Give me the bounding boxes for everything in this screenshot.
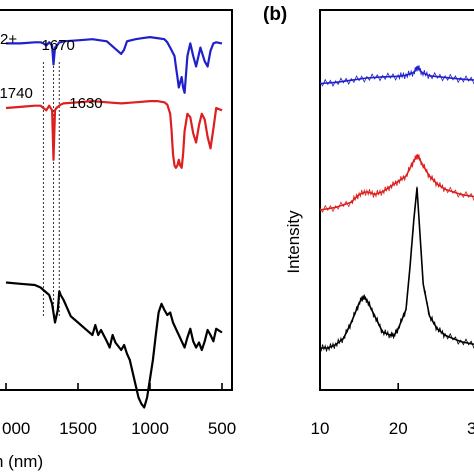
guide-lines [42, 62, 60, 318]
panel-b-y-axis-title: Intensity [284, 210, 303, 274]
panel-b-series-line-2 [319, 154, 474, 211]
panel-b-series-noise-2 [319, 153, 474, 213]
panel-a-ticks: 000 1500 1000 500 [2, 383, 236, 438]
panel-a-x-tick-label: 000 [2, 419, 30, 438]
panel-a-series-line-2 [5, 100, 223, 169]
panel-b-series-line-3 [320, 187, 474, 349]
panel-b-x-tick-label: 10 [311, 419, 330, 438]
panel-b-x-tick-label: 20 [389, 419, 408, 438]
panel-a-x-tick-label: 1000 [131, 419, 169, 438]
panel-a-x-tick-label: 1500 [59, 419, 97, 438]
panel-b-series-noise-3 [319, 186, 474, 353]
annotation-3: 1630 [69, 95, 102, 112]
panel-a-series-line-3 [5, 281, 223, 409]
panel-a-series [5, 36, 223, 409]
panel-b-series [319, 65, 474, 353]
panel-a-frame [0, 9, 233, 391]
annotation-1: 1670 [42, 37, 75, 54]
panel-a-series-line-1 [6, 36, 223, 94]
panel-b-ticks: 10 20 30 [311, 383, 474, 438]
panel-b: (b) 10 20 30 Intensity [263, 4, 474, 438]
panel-a: 000 1500 1000 500 1670 1740 1630 2+ n (nm) [0, 9, 236, 471]
panel-b-series-noise-1 [319, 65, 474, 88]
panel-a-x-tick-label: 500 [208, 419, 236, 438]
panel-a-x-axis-title: n (nm) [0, 452, 43, 471]
panel-b-frame [319, 9, 474, 391]
annotation-4: 2+ [0, 31, 17, 48]
panel-b-x-tick-label: 30 [467, 419, 474, 438]
annotation-2: 1740 [0, 85, 33, 102]
panel-b-label: (b) [263, 4, 287, 25]
panel-a-annotations: 1670 1740 1630 2+ [0, 31, 103, 112]
